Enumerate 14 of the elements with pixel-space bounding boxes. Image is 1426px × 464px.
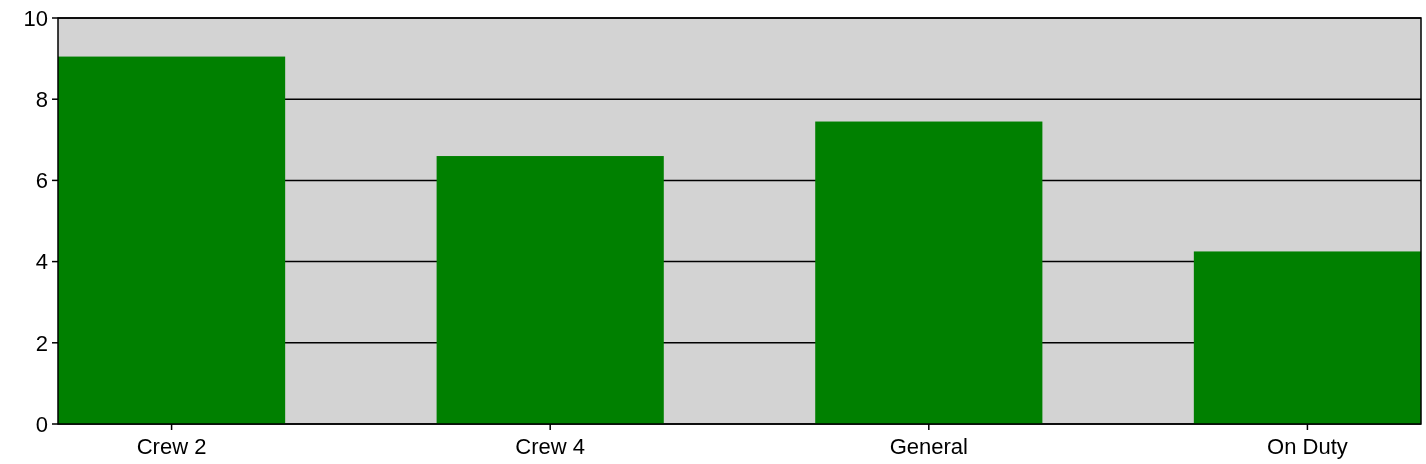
y-tick-label: 6 [35, 168, 48, 194]
x-tick-label: On Duty [1267, 434, 1348, 459]
bar [436, 156, 664, 424]
x-tick-label: General [889, 434, 968, 459]
y-tick-label: 4 [35, 249, 48, 275]
x-tick-label: Crew 2 [136, 434, 207, 459]
y-tick-label: 8 [35, 86, 48, 112]
bar [1193, 251, 1421, 424]
y-tick-label: 2 [35, 330, 48, 356]
x-tick-label: Crew 4 [515, 434, 586, 459]
bar [815, 121, 1043, 424]
bar [58, 56, 286, 424]
y-tick-label: 0 [35, 411, 48, 437]
y-tick-label: 10 [23, 5, 48, 31]
